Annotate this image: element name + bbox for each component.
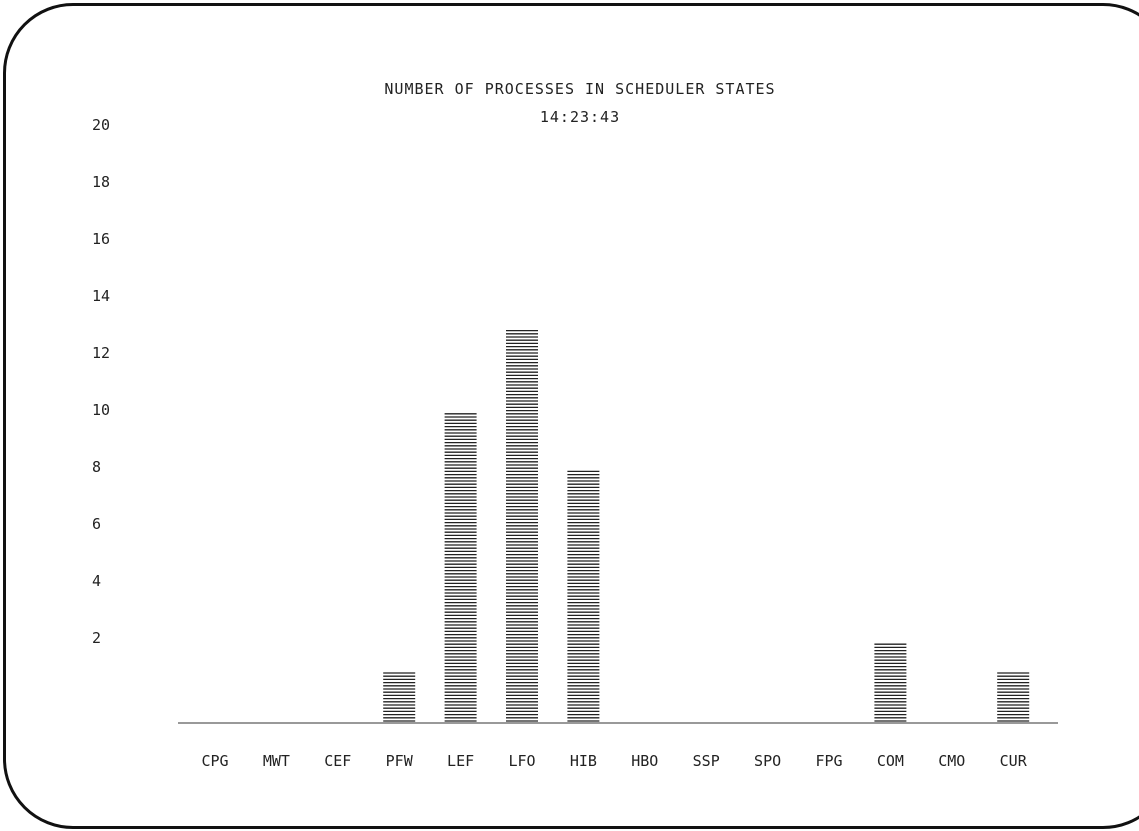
- x-tick-label: CEF: [324, 752, 351, 770]
- y-tick-label: 4: [92, 572, 101, 590]
- x-tick-label: MWT: [263, 752, 290, 770]
- chart-title: NUMBER OF PROCESSES IN SCHEDULER STATES: [384, 80, 775, 98]
- x-tick-label: LEF: [447, 752, 474, 770]
- x-tick-label: CPG: [201, 752, 228, 770]
- screen-frame: [3, 3, 1139, 829]
- bars: [383, 329, 1030, 722]
- y-axis-ticks: 2 4 6 8 10 12 14 16 18 20: [92, 116, 110, 647]
- y-tick-label: 8: [92, 458, 101, 476]
- x-tick-label: CUR: [1000, 752, 1028, 770]
- y-tick-label: 20: [92, 116, 110, 134]
- x-tick-label: SSP: [693, 752, 720, 770]
- bar-com: [874, 643, 907, 722]
- bar-cur: [997, 672, 1030, 722]
- bar-hib: [567, 470, 600, 722]
- y-tick-label: 10: [92, 401, 110, 419]
- y-tick-label: 14: [92, 287, 110, 305]
- y-tick-label: 6: [92, 515, 101, 533]
- x-tick-label: FPG: [815, 752, 842, 770]
- x-tick-label: PFW: [386, 752, 414, 770]
- bar-lfo: [506, 329, 538, 722]
- chart-subtitle: 14:23:43: [540, 108, 620, 126]
- bar-lef: [444, 413, 477, 722]
- x-tick-label: SPO: [754, 752, 781, 770]
- y-tick-label: 18: [92, 173, 110, 191]
- x-tick-label: HIB: [570, 752, 597, 770]
- y-tick-label: 12: [92, 344, 110, 362]
- x-axis-labels: CPG MWT CEF PFW LEF LFO HIB HBO SSP SPO FPG COM CMO C…: [201, 752, 1027, 770]
- x-tick-label: CMO: [938, 752, 965, 770]
- x-tick-label: HBO: [631, 752, 658, 770]
- y-tick-label: 16: [92, 230, 110, 248]
- x-tick-label: COM: [877, 752, 904, 770]
- bar-pfw: [383, 672, 416, 722]
- x-tick-label: LFO: [508, 752, 535, 770]
- y-tick-label: 2: [92, 629, 101, 647]
